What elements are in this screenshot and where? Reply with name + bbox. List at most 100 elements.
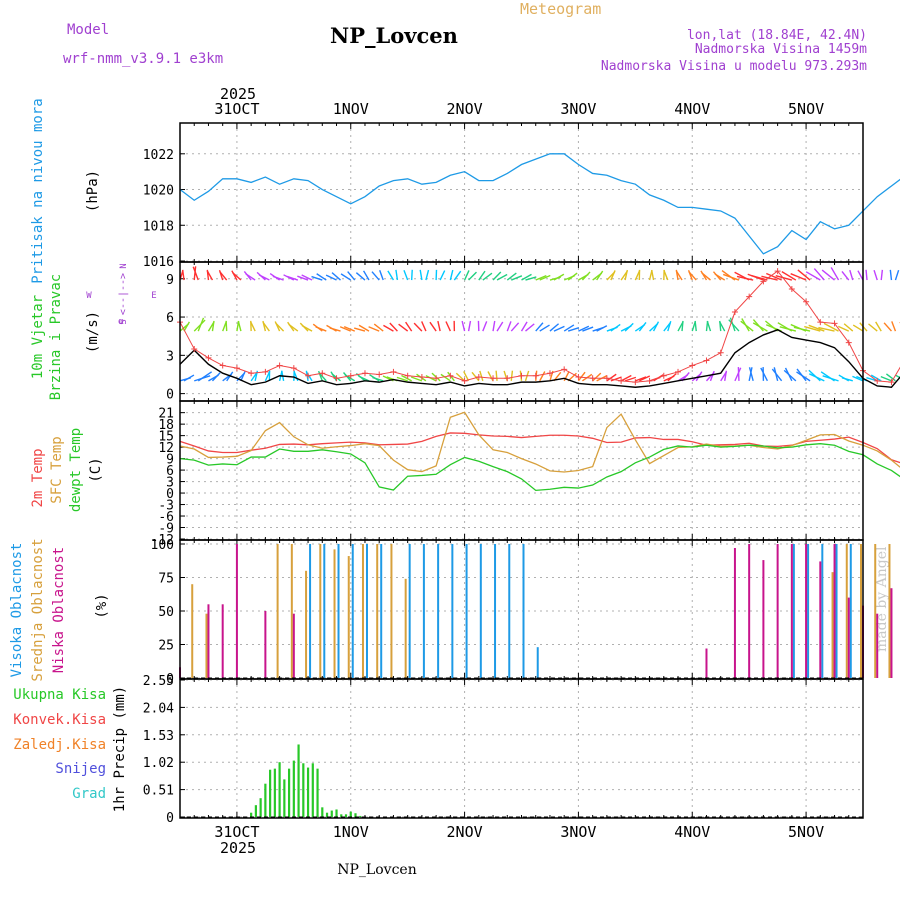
wind-arrow <box>567 272 578 281</box>
top-day-label: 3NOV <box>560 100 596 118</box>
wind-dir-alpha: α <box>118 317 124 327</box>
wind-arrow <box>510 370 514 381</box>
wind-arrow <box>694 320 697 332</box>
wind-arrow <box>724 370 728 381</box>
wind-arrow <box>495 370 498 381</box>
wind-arrow <box>183 321 191 332</box>
wind-arrow <box>192 266 199 281</box>
wind-arrow <box>895 374 900 379</box>
top-day-label: 31OCT <box>214 100 259 118</box>
wind-arrow <box>525 276 537 281</box>
bar-srednja <box>333 549 336 678</box>
wind-arrow <box>286 275 299 281</box>
wind-arrow <box>752 322 768 332</box>
bar-visoka <box>508 544 511 678</box>
wind-arrow <box>688 271 697 281</box>
wind-arrow <box>510 322 520 332</box>
wind-arrow <box>760 367 769 382</box>
wind-arrow <box>329 327 341 332</box>
wind-arrow <box>358 324 370 332</box>
year-bottom: 2025 <box>220 839 256 857</box>
wind-arrow <box>709 370 715 382</box>
y-tick-label: 12 <box>158 441 174 456</box>
wind-arrow <box>403 270 409 281</box>
wind-gust-mark <box>433 375 440 382</box>
wind-arrow <box>873 269 878 281</box>
wind-arrow <box>358 375 370 382</box>
bar-ukupna-kisa <box>297 744 300 817</box>
wind-arrow <box>413 322 423 332</box>
bar-visoka <box>422 544 425 678</box>
bar-visoka <box>408 544 411 678</box>
y-tick-label: 25 <box>158 639 174 654</box>
wind-arrow <box>638 321 647 332</box>
series-2m-temp <box>179 432 900 464</box>
coords-label: lon,lat (18.84E, 42.4N) <box>687 28 867 43</box>
wind-arrow <box>211 320 215 332</box>
wind-arrow <box>852 324 864 332</box>
pressure-ylabel-unit: (hPa) <box>85 170 101 212</box>
y-tick-label: 15 <box>158 430 174 445</box>
wind-arrow <box>635 376 647 382</box>
top-day-label: 1NOV <box>333 100 369 118</box>
wind-arrow <box>425 269 430 281</box>
y-tick-label: -9 <box>158 522 174 537</box>
wind-arrow <box>471 371 480 382</box>
wind-arrow <box>511 275 523 281</box>
wind-dir-arrow: <--|--> <box>118 273 129 315</box>
wind-arrow <box>813 268 825 281</box>
wind-arrow <box>714 273 726 281</box>
wind-gust-mark <box>760 278 767 285</box>
wind-dir-n: N <box>119 263 129 268</box>
temp-ylabel-2m: 2m Temp <box>30 448 46 507</box>
bar-ukupna-kisa <box>287 768 291 817</box>
wind-gust-line <box>179 270 900 383</box>
bottom-day-label: 1NOV <box>333 823 369 841</box>
wind-gust-mark <box>390 368 397 375</box>
wind-gust-mark <box>305 372 312 379</box>
bar-ukupna-kisa <box>302 763 305 817</box>
wind-gust-mark <box>376 371 383 378</box>
wind-arrow <box>387 270 395 281</box>
bottom-day-label: 31OCT <box>214 823 259 841</box>
wind-arrow <box>232 271 242 281</box>
bar-srednja <box>376 544 379 678</box>
wind-arrow <box>793 326 811 332</box>
bar-ukupna-kisa <box>359 815 362 817</box>
wind-arrow <box>288 323 299 332</box>
y-tick-label: 0 <box>166 388 174 403</box>
wind-arrow <box>610 270 616 281</box>
bar-niska <box>833 544 836 678</box>
wind-arrow <box>592 372 602 382</box>
bar-visoka <box>494 544 497 678</box>
wind-arrow <box>843 323 854 332</box>
bar-visoka <box>323 544 326 678</box>
wind-arrow <box>728 319 740 332</box>
wind-arrow <box>305 371 313 382</box>
wind-arrow <box>240 370 246 382</box>
wind-arrow <box>808 373 825 382</box>
wind-arrow <box>761 275 778 281</box>
precip-legend-conv: Konvek.Kisa <box>13 712 106 728</box>
wind-arrow <box>401 374 412 382</box>
wind-gust-mark <box>746 293 753 300</box>
precip-legend-snow: Snijeg <box>55 761 106 777</box>
wind-arrow <box>463 270 470 281</box>
wind-arrow <box>496 273 508 281</box>
wind-arrow <box>857 270 864 281</box>
wind-arrow <box>344 374 356 382</box>
wind-arrow <box>875 321 882 332</box>
model-name: wrf-nmm_v3.9.1 e3km <box>63 51 223 67</box>
wind-arrow <box>487 371 494 382</box>
wind-arrow <box>880 269 884 281</box>
bar-visoka <box>309 544 312 678</box>
bar-niska <box>762 560 765 678</box>
y-tick-label: -3 <box>158 499 174 514</box>
y-tick-label: 75 <box>158 572 174 587</box>
wind-speed-line <box>179 329 900 388</box>
wind-arrow <box>675 270 683 281</box>
bar-niska <box>705 648 708 678</box>
wind-arrow <box>748 367 754 382</box>
wind-dir-s: S <box>119 319 129 324</box>
wind-arrow <box>478 270 486 281</box>
